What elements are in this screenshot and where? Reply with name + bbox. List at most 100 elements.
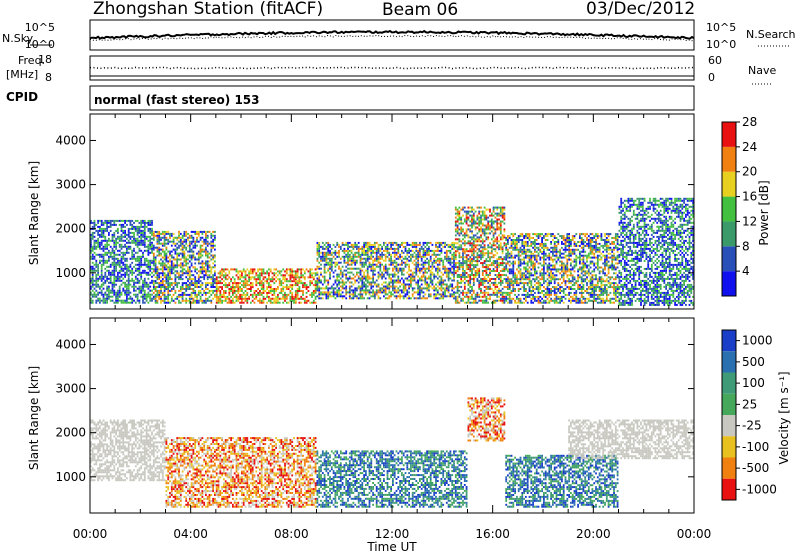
heatmap-cell bbox=[534, 297, 536, 300]
heatmap-cell bbox=[201, 268, 204, 271]
heatmap-cell bbox=[366, 257, 369, 260]
heatmap-cell bbox=[480, 244, 482, 247]
heatmap-cell bbox=[481, 232, 484, 235]
heatmap-cell bbox=[100, 299, 103, 302]
heatmap-cell bbox=[366, 277, 369, 280]
heatmap-cell bbox=[151, 227, 153, 230]
heatmap-cell bbox=[179, 244, 182, 247]
heatmap-cell bbox=[462, 297, 464, 300]
heatmap-cell bbox=[372, 295, 374, 298]
heatmap-cell bbox=[113, 261, 116, 264]
heatmap-cell bbox=[397, 279, 400, 282]
heatmap-cell bbox=[453, 243, 455, 246]
heatmap-cell bbox=[535, 239, 538, 241]
heatmap-cell bbox=[142, 255, 144, 258]
heatmap-cell bbox=[352, 257, 355, 260]
heatmap-cell bbox=[485, 278, 488, 280]
heatmap-cell bbox=[436, 247, 439, 250]
heatmap-cell bbox=[397, 243, 400, 246]
heatmap-cell bbox=[117, 249, 119, 252]
heatmap-cell bbox=[90, 235, 92, 238]
heatmap-cell bbox=[458, 262, 461, 265]
heatmap-cell bbox=[99, 261, 101, 264]
heatmap-cell bbox=[480, 299, 482, 302]
heatmap-cell bbox=[365, 283, 367, 286]
heatmap-cell bbox=[167, 250, 170, 253]
heatmap-cell bbox=[232, 284, 234, 287]
heatmap-cell bbox=[309, 282, 312, 285]
heatmap-cell bbox=[438, 263, 441, 266]
heatmap-cell bbox=[436, 253, 439, 256]
heatmap-cell bbox=[483, 260, 486, 263]
heatmap-cell bbox=[429, 293, 432, 296]
heatmap-cell bbox=[350, 257, 353, 260]
heatmap-cell bbox=[201, 299, 204, 302]
heatmap-cell bbox=[226, 268, 229, 271]
heatmap-cell bbox=[140, 287, 143, 290]
heatmap-cell bbox=[147, 249, 150, 252]
heatmap-cell bbox=[190, 282, 193, 285]
heatmap-cell bbox=[384, 277, 387, 280]
heatmap-cell bbox=[293, 276, 295, 279]
heatmap-cell bbox=[201, 272, 204, 275]
heatmap-cell bbox=[246, 288, 249, 290]
heatmap-cell bbox=[113, 235, 116, 238]
heatmap-cell bbox=[100, 263, 103, 266]
heatmap-cell bbox=[476, 278, 479, 280]
heatmap-cell bbox=[215, 288, 218, 290]
heatmap-cell bbox=[97, 273, 99, 276]
heatmap-cell bbox=[496, 262, 499, 265]
heatmap-cell bbox=[122, 235, 125, 238]
heatmap-cell bbox=[521, 272, 524, 275]
heatmap-cell bbox=[485, 208, 488, 211]
heatmap-cell bbox=[469, 264, 472, 267]
heatmap-cell bbox=[338, 295, 340, 298]
heatmap-cell bbox=[126, 223, 128, 226]
heatmap-cell bbox=[260, 272, 263, 275]
heatmap-cell bbox=[305, 286, 308, 289]
heatmap-cell bbox=[124, 283, 126, 286]
heatmap-cell bbox=[512, 284, 515, 287]
heatmap-cell bbox=[348, 297, 351, 300]
heatmap-cell bbox=[133, 227, 135, 230]
heatmap-cell bbox=[469, 266, 472, 269]
heatmap-cell bbox=[404, 257, 407, 260]
heatmap-cell bbox=[534, 266, 536, 269]
heatmap-cell bbox=[325, 245, 328, 248]
heatmap-cell bbox=[325, 279, 328, 282]
heatmap-cell bbox=[176, 286, 179, 288]
heatmap-cell bbox=[514, 280, 516, 283]
heatmap-cell bbox=[494, 240, 497, 243]
heatmap-cell bbox=[104, 251, 107, 254]
heatmap-cell bbox=[388, 267, 391, 270]
heatmap-cell bbox=[528, 288, 531, 290]
heatmap-cell bbox=[140, 231, 143, 234]
heatmap-cell bbox=[465, 220, 468, 223]
heatmap-cell bbox=[377, 259, 380, 262]
heatmap-cell bbox=[160, 232, 162, 235]
heatmap-cell bbox=[426, 241, 428, 244]
heatmap-cell bbox=[476, 206, 479, 209]
heatmap-cell bbox=[314, 280, 317, 283]
heatmap-cell bbox=[174, 280, 177, 283]
heatmap-cell bbox=[309, 272, 312, 275]
heatmap-cell bbox=[381, 247, 383, 250]
heatmap-cell bbox=[224, 278, 227, 281]
heatmap-cell bbox=[492, 268, 495, 271]
heatmap-cell bbox=[334, 297, 337, 300]
heatmap-cell bbox=[489, 224, 491, 227]
heatmap-cell bbox=[523, 256, 525, 259]
heatmap-cell bbox=[481, 230, 484, 233]
heatmap-cell bbox=[483, 228, 486, 231]
heatmap-cell bbox=[411, 277, 414, 280]
heatmap-cell bbox=[485, 252, 488, 255]
heatmap-cell bbox=[494, 285, 497, 288]
heatmap-cell bbox=[395, 297, 398, 300]
heatmap-cell bbox=[453, 287, 455, 290]
heatmap-cell bbox=[521, 293, 524, 296]
heatmap-cell bbox=[156, 240, 159, 243]
heatmap-cell bbox=[490, 222, 493, 225]
heatmap-cell bbox=[465, 268, 468, 271]
heatmap-cell bbox=[374, 291, 376, 294]
heatmap-cell bbox=[411, 271, 414, 274]
